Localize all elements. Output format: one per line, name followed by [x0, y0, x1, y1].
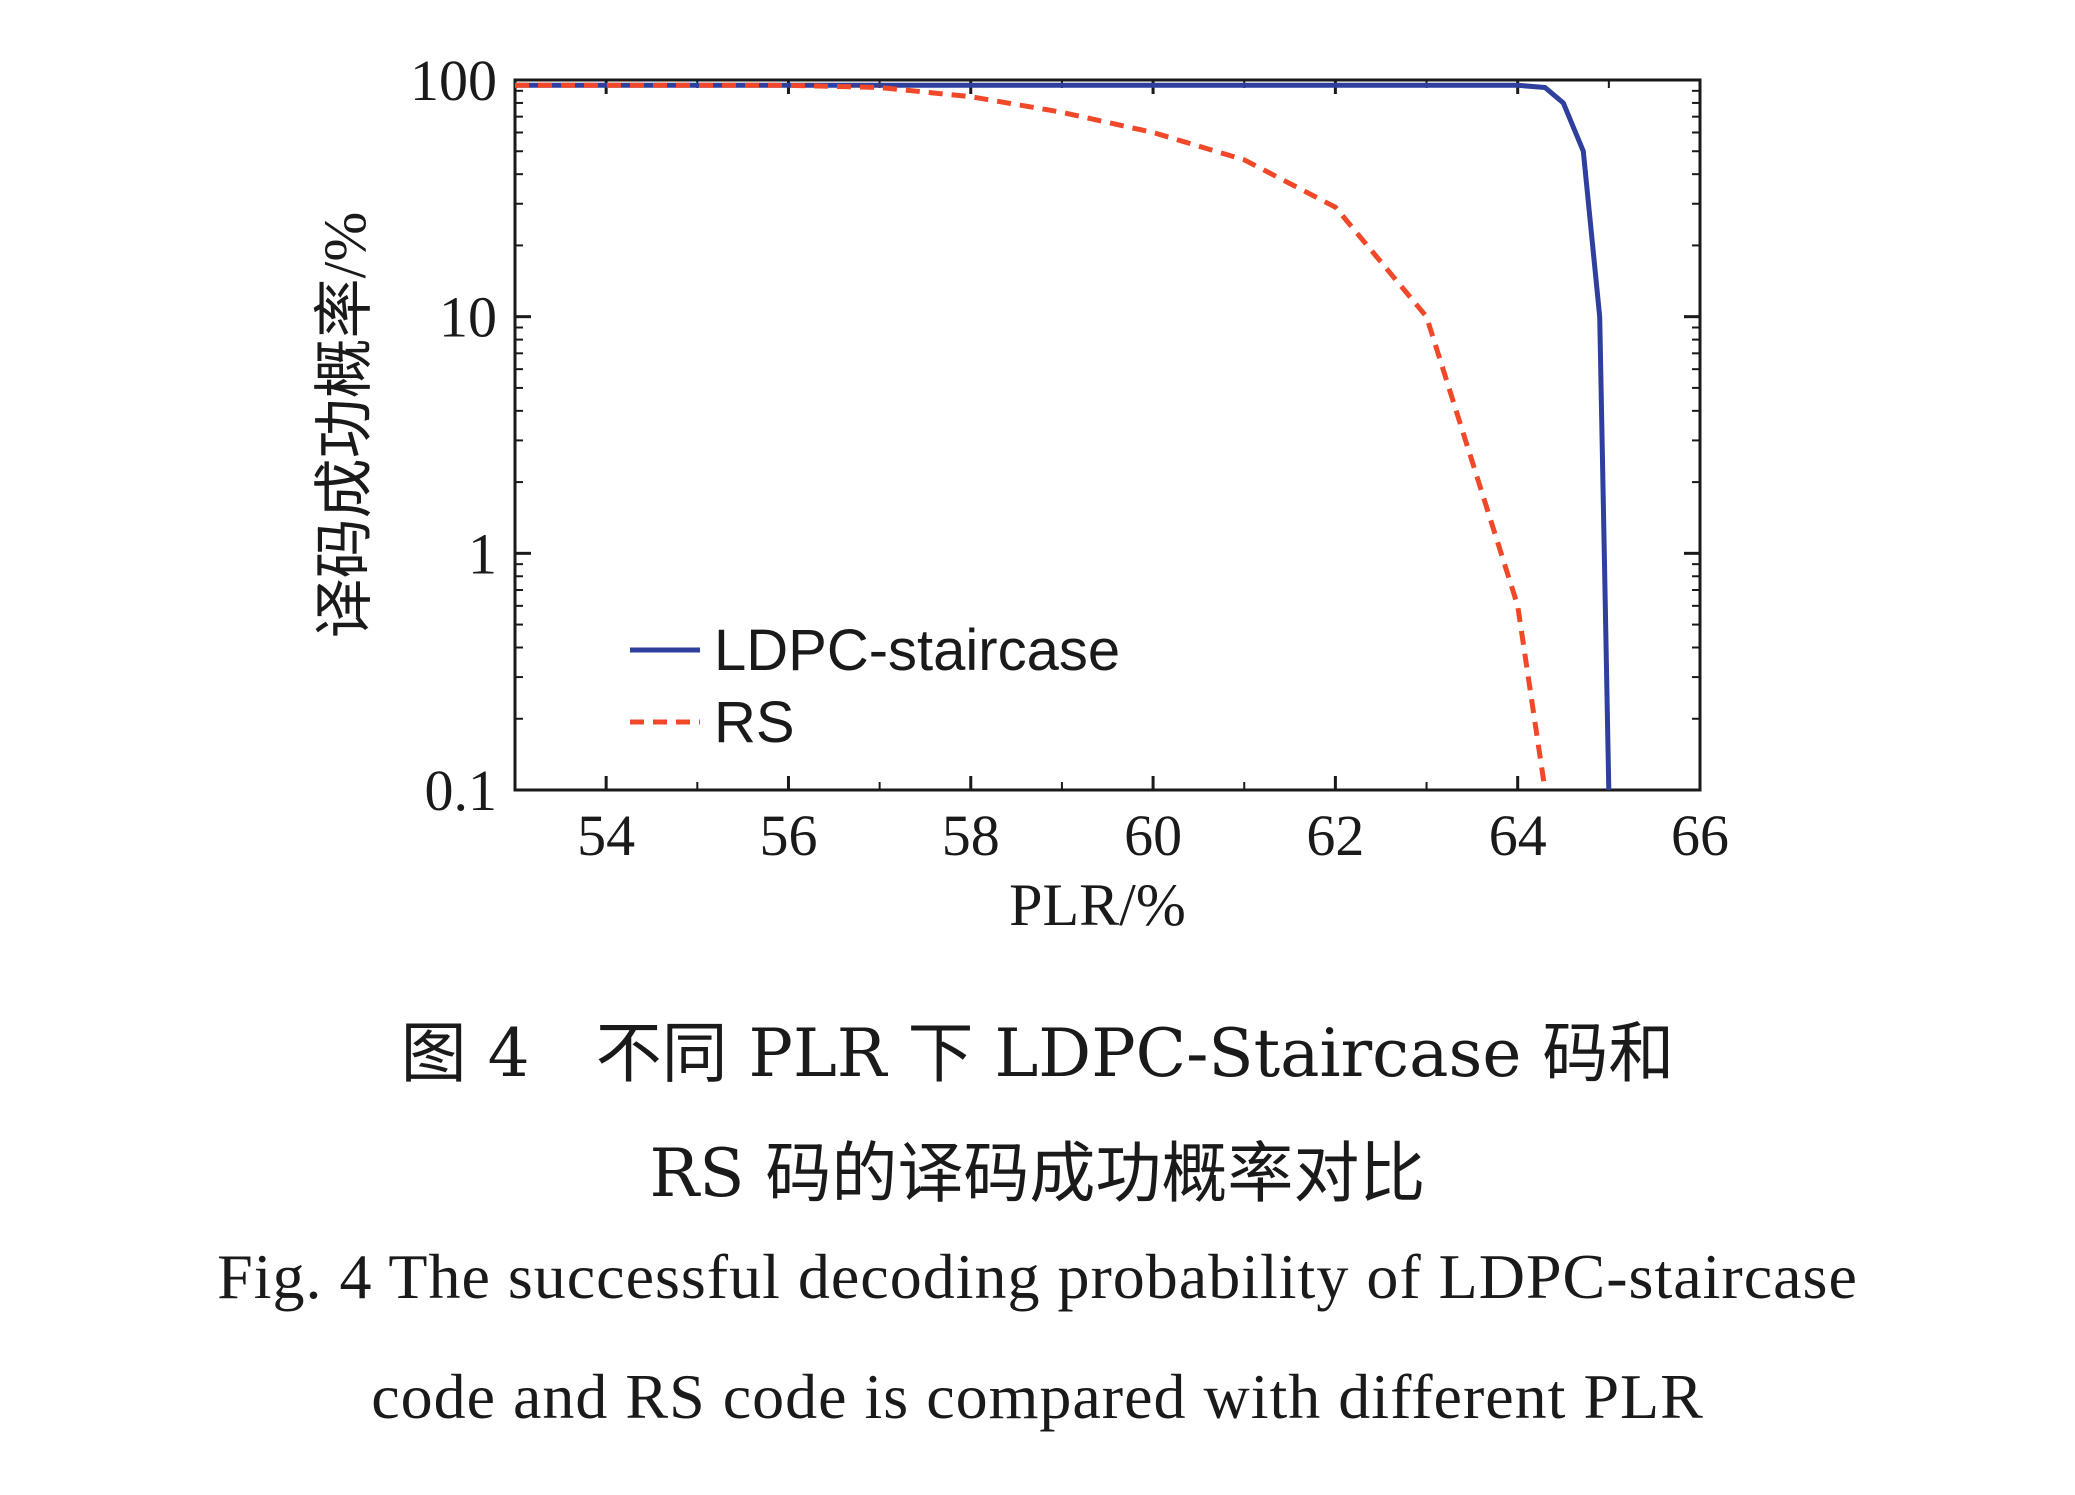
- y-tick-label: 10: [439, 285, 497, 350]
- y-tick-label: 0.1: [425, 758, 498, 823]
- x-tick-label: 62: [1306, 803, 1364, 868]
- plot-frame: [513, 78, 1702, 792]
- chart: 54 56 58 60 62 64 66 0.1 1 10 100 LDPC-staircase RS…: [312, 48, 1729, 938]
- x-tick-label: 64: [1489, 803, 1547, 868]
- caption-en-line-2: code and RS code is compared with differ…: [371, 1361, 1704, 1432]
- series-line-rs: [515, 82, 1548, 791]
- legend-label-rs: RS: [714, 690, 795, 755]
- y-tick-label: 100: [410, 48, 497, 113]
- x-tick-label: 54: [577, 803, 635, 868]
- x-tick-label: 66: [1671, 803, 1729, 868]
- caption-cn-line-1: 图 4 不同 PLR 下 LDPC-Staircase 码和: [400, 1015, 1675, 1092]
- legend-label-ldpc-staircase: LDPC-staircase: [714, 618, 1120, 683]
- caption-en-line-1: Fig. 4 The successful decoding probabili…: [217, 1241, 1858, 1312]
- legend: LDPC-staircase RS: [630, 618, 1120, 755]
- x-tick-label: 60: [1124, 803, 1182, 868]
- axes: 54 56 58 60 62 64 66 0.1 1 10 100: [410, 48, 1729, 868]
- x-tick-label: 58: [942, 803, 1000, 868]
- x-tick-label: 56: [759, 803, 817, 868]
- x-axis-label: PLR/%: [1009, 872, 1186, 938]
- series-line-ldpc-staircase: [515, 82, 1612, 791]
- caption-cn-line-2: RS 码的译码成功概率对比: [649, 1135, 1426, 1212]
- series-layer: [515, 82, 1612, 791]
- y-tick-label: 1: [468, 521, 497, 586]
- y-axis-label: 译码成功概率/%: [312, 212, 378, 639]
